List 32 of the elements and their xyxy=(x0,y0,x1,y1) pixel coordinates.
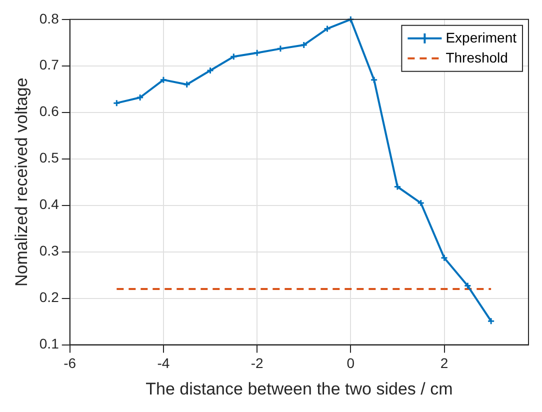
x-axis-title: The distance between the two sides / cm xyxy=(146,379,453,398)
x-tick-label: -6 xyxy=(64,355,76,372)
point xyxy=(440,254,448,262)
point xyxy=(417,199,425,207)
x-tick-label: 2 xyxy=(440,355,448,372)
y-tick-label: 0.8 xyxy=(39,10,60,26)
x-tick-label: -4 xyxy=(157,355,170,372)
point xyxy=(253,49,261,57)
point xyxy=(136,94,144,102)
point xyxy=(346,16,354,24)
y-tick-label: 0.2 xyxy=(39,289,60,306)
legend-label: Experiment xyxy=(446,29,517,46)
point xyxy=(160,76,168,84)
y-tick-label: 0.7 xyxy=(39,56,60,73)
point xyxy=(183,80,191,88)
point xyxy=(206,66,214,74)
y-tick-label: 0.5 xyxy=(39,150,60,166)
y-tick-label: 0.4 xyxy=(39,196,60,212)
y-tick-label: 0.6 xyxy=(39,103,60,120)
x-tick-label: 0 xyxy=(346,355,355,372)
legend-label: Threshold xyxy=(446,49,508,66)
y-tick-label: 0.1 xyxy=(39,336,60,352)
point xyxy=(394,183,402,190)
point xyxy=(370,76,378,84)
x-tick-label: -2 xyxy=(250,355,264,372)
y-tick-label: 0.3 xyxy=(39,242,60,259)
point xyxy=(230,52,238,60)
point xyxy=(276,44,284,52)
point xyxy=(464,282,472,290)
y-axis-title: Nomalized received voltage xyxy=(12,78,31,287)
point xyxy=(324,24,332,32)
point xyxy=(300,41,308,49)
